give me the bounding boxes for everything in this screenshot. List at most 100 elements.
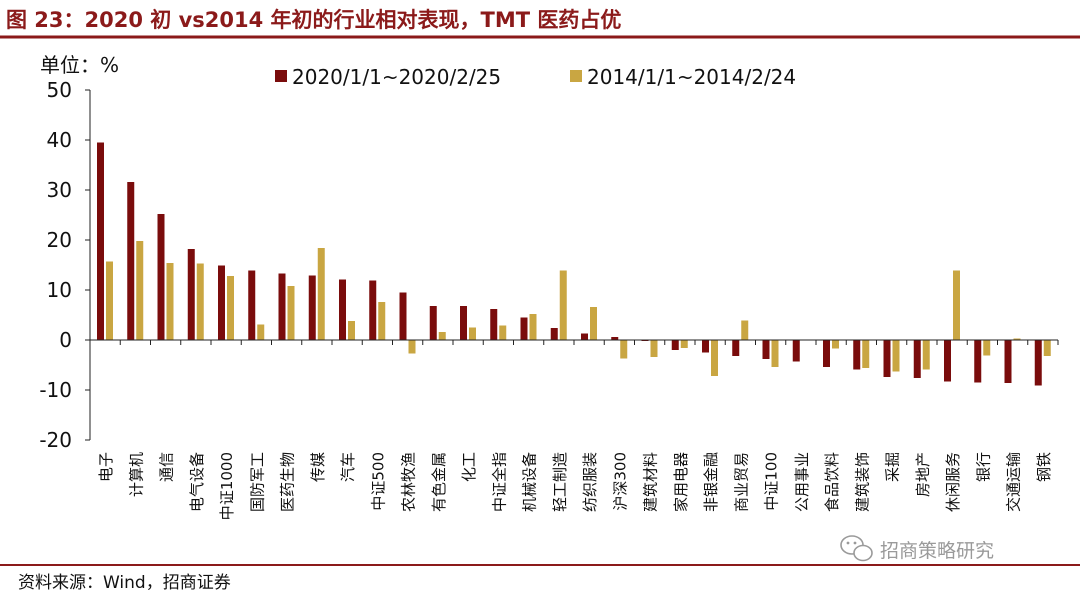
bar-2020	[1034, 340, 1042, 386]
bar-2014	[106, 261, 113, 340]
legend-label-2014: 2014/1/1~2014/2/24	[587, 65, 796, 89]
legend-label-2020: 2020/1/1~2020/2/25	[292, 65, 501, 89]
bar-2014	[408, 340, 416, 354]
legend: 2020/1/1~2020/2/25 2014/1/1~2014/2/24	[275, 65, 796, 89]
bar-2014	[317, 248, 325, 340]
category-label: 机械设备	[521, 452, 539, 512]
bar-2020	[1004, 340, 1012, 383]
bar-2014	[438, 332, 446, 340]
bar-2014	[862, 340, 870, 368]
y-tick-label: -20	[39, 428, 72, 452]
bar-2014	[620, 340, 628, 359]
bar-2014	[680, 340, 688, 348]
bar-2020	[792, 340, 800, 362]
bar-2020	[913, 340, 921, 378]
bar-2020	[218, 265, 225, 340]
category-label: 沪深300	[611, 452, 629, 511]
bar-2014	[1043, 340, 1051, 356]
bar-2014	[257, 324, 265, 340]
category-label: 交通运输	[1005, 452, 1023, 512]
bar-2014	[136, 241, 144, 340]
y-tick-label: 40	[47, 128, 72, 152]
bar-2020	[399, 292, 407, 340]
category-label: 家用电器	[672, 452, 690, 512]
bar-2014	[832, 340, 839, 349]
category-labels: 电子 计算机 通信 电气设备 中证1000 国防军工 医药生物 传媒 汽车 中证500 农林牧渔 有色…	[97, 452, 1053, 520]
bar-2020	[944, 340, 951, 382]
category-label: 医药生物	[279, 452, 297, 512]
category-label: 钢铁	[1035, 452, 1053, 482]
bar-2014	[650, 340, 658, 357]
bar-2020	[762, 340, 770, 359]
bar-2020	[823, 340, 830, 367]
bar-2020	[550, 328, 558, 340]
category-label: 纺织服装	[581, 452, 599, 512]
bar-2020	[732, 340, 740, 356]
bar-2014	[348, 321, 355, 340]
category-label: 食品饮料	[823, 452, 841, 512]
bar-2014	[590, 307, 597, 340]
category-label: 有色金属	[430, 452, 448, 512]
bar-2014	[983, 340, 991, 356]
legend-swatch-2020	[275, 70, 287, 82]
bar-2020	[853, 340, 861, 370]
y-tick-label: 30	[47, 178, 72, 202]
bar-2014	[499, 325, 507, 340]
bar-2014	[378, 302, 386, 340]
bar-2020	[339, 279, 346, 340]
bar-2020	[581, 333, 588, 340]
chart-title: 图 23：2020 初 vs2014 年初的行业相对表现，TMT 医药占优	[6, 8, 621, 32]
category-label: 房地产	[914, 452, 932, 497]
category-label: 建筑装饰	[853, 452, 871, 512]
bar-2014	[892, 340, 900, 372]
bar-2014	[741, 320, 749, 340]
category-label: 计算机	[127, 452, 145, 497]
y-axis: 50 40 30 20 10 0 -10 -20	[39, 78, 91, 452]
category-label: 商业贸易	[732, 452, 750, 512]
category-label: 中证1000	[218, 452, 236, 520]
bar-2014	[287, 286, 295, 340]
bar-2014	[922, 340, 930, 370]
bar-2014	[529, 314, 537, 340]
y-tick-label: 20	[47, 228, 72, 252]
y-tick-label: 10	[47, 278, 72, 302]
bar-2020	[157, 214, 165, 340]
category-label: 休闲服务	[944, 452, 962, 512]
category-label: 采掘	[884, 452, 902, 482]
watermark: 招商策略研究	[840, 535, 994, 562]
bar-2014	[166, 263, 174, 340]
bar-2020	[974, 340, 982, 383]
bar-2014	[953, 270, 960, 340]
unit-label: 单位：%	[40, 53, 119, 77]
category-label: 银行	[974, 452, 992, 482]
bar-2020	[611, 337, 619, 340]
category-label: 化工	[460, 452, 478, 482]
bar-2014	[771, 340, 779, 367]
watermark-text: 招商策略研究	[880, 540, 994, 562]
bar-2014	[227, 276, 234, 340]
wechat-icon	[840, 535, 873, 562]
bar-2020	[429, 306, 437, 340]
bar-2014	[196, 263, 204, 340]
category-label: 中证100	[763, 452, 781, 511]
category-label: 公用事业	[793, 452, 811, 512]
category-label: 中证500	[369, 452, 387, 511]
bar-2020	[702, 340, 709, 353]
bar-2020	[671, 340, 679, 350]
category-label: 轻工制造	[551, 452, 569, 512]
bar-2020	[369, 280, 377, 340]
category-label: 中证全指	[490, 452, 508, 512]
x-axis	[89, 339, 1059, 345]
bar-2020	[97, 142, 104, 340]
legend-swatch-2014	[570, 70, 582, 82]
category-label: 建筑材料	[642, 452, 660, 512]
category-label: 传媒	[309, 452, 327, 482]
bars	[97, 142, 1051, 386]
bar-2014	[469, 327, 476, 340]
category-label: 农林牧渔	[400, 452, 418, 512]
bar-2014	[1013, 338, 1021, 340]
category-label: 电气设备	[188, 452, 206, 512]
bar-2020	[248, 270, 256, 340]
y-tick-label: 0	[59, 328, 72, 352]
